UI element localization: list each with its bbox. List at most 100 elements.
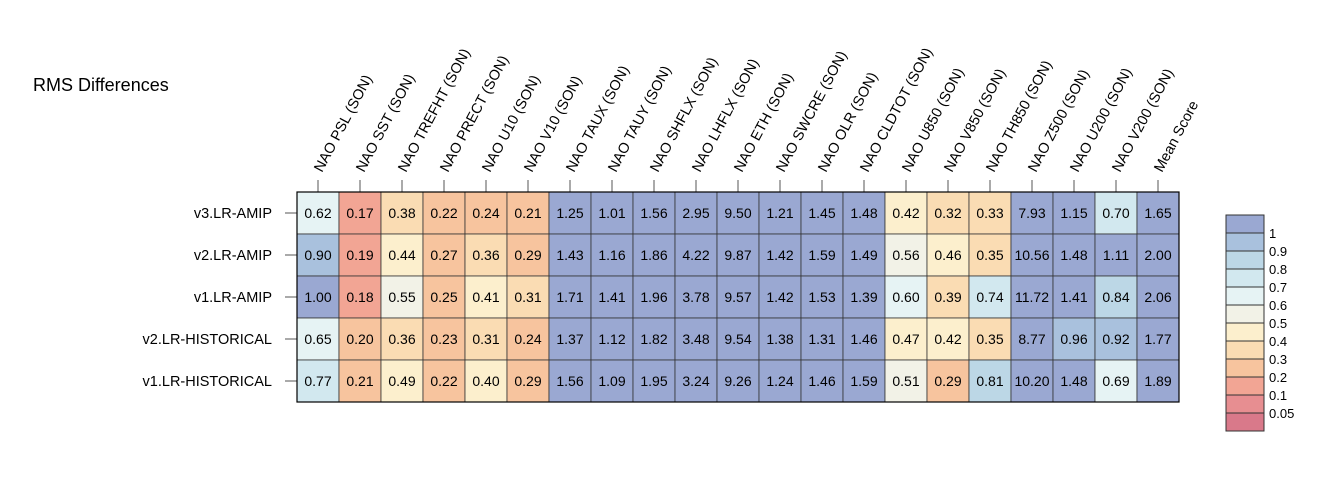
cell-value-label: 1.12 (598, 331, 625, 347)
heatmap-cell (884, 191, 928, 235)
heatmap-cell (632, 275, 676, 319)
cell-value-label: 1.43 (556, 247, 583, 263)
heatmap-cell (506, 359, 550, 403)
cell-value-label: 1.11 (1103, 247, 1129, 263)
cell-value-label: 1.48 (1060, 373, 1087, 389)
legend-label: 0.8 (1269, 262, 1287, 277)
cell-value-label: 1.15 (1060, 205, 1087, 221)
heatmap-cell (338, 233, 382, 277)
cell-value-label: 11.72 (1015, 289, 1049, 305)
heatmap-cell (548, 233, 592, 277)
cell-value-label: 3.24 (682, 373, 709, 389)
heatmap-cell (842, 233, 886, 277)
heatmap-cell (548, 317, 592, 361)
heatmap-cell (716, 359, 760, 403)
cell-value-label: 0.55 (388, 289, 415, 305)
cell-value-label: 0.24 (472, 205, 499, 221)
heatmap-cell (968, 317, 1012, 361)
cell-value-label: 1.24 (766, 373, 793, 389)
heatmap-cell (464, 317, 508, 361)
cell-value-label: 1.59 (850, 373, 877, 389)
cell-value-label: 1.39 (850, 289, 877, 305)
cell-value-label: 0.32 (934, 205, 961, 221)
cell-value-label: 0.38 (388, 205, 415, 221)
heatmap-cell (1094, 191, 1138, 235)
cell-value-label: 0.24 (514, 331, 541, 347)
heatmap-cell (716, 275, 760, 319)
cell-value-label: 0.44 (388, 247, 415, 263)
row-label: v1.LR-AMIP (194, 290, 272, 306)
heatmap-cell (926, 233, 970, 277)
cell-value-label: 0.18 (346, 289, 373, 305)
heatmap-cell (1094, 275, 1138, 319)
heatmap-cell (968, 359, 1012, 403)
cell-value-label: 0.23 (430, 331, 457, 347)
cell-value-label: 1.46 (850, 331, 877, 347)
legend-swatch (1226, 341, 1264, 359)
cell-value-label: 7.93 (1018, 205, 1045, 221)
cell-value-label: 9.26 (724, 373, 751, 389)
cell-value-label: 1.56 (640, 205, 667, 221)
cell-value-label: 0.35 (976, 247, 1003, 263)
cell-value-label: 1.38 (766, 331, 793, 347)
cell-value-label: 0.70 (1102, 205, 1129, 221)
heatmap-cell (506, 191, 550, 235)
legend-swatch (1226, 413, 1264, 431)
legend-swatch (1226, 305, 1264, 323)
cell-value-label: 0.81 (976, 373, 1003, 389)
heatmap-cell (884, 359, 928, 403)
legend-swatch (1226, 251, 1264, 269)
cell-value-label: 8.77 (1018, 331, 1045, 347)
column-label: NAO TREFHT (SON) (395, 46, 474, 175)
cell-value-label: 0.39 (934, 289, 961, 305)
heatmap-cell (884, 275, 928, 319)
heatmap-cell (464, 275, 508, 319)
cell-value-label: 0.21 (514, 205, 541, 221)
legend-label: 0.9 (1269, 244, 1287, 259)
cell-value-label: 9.50 (724, 205, 751, 221)
heatmap-cell (380, 233, 424, 277)
cell-value-label: 0.36 (388, 331, 415, 347)
heatmap-cells: 0.62 0.17 0.38 0.22 0.24 0.21 1.25 1.01 1.56 2.95… (296, 191, 1180, 403)
cell-value-label: 1.82 (640, 331, 667, 347)
cell-value-label: 2.00 (1144, 247, 1171, 263)
legend-label: 0.5 (1269, 316, 1287, 331)
cell-value-label: 0.90 (304, 247, 331, 263)
cell-value-label: 1.96 (640, 289, 667, 305)
heatmap-cell (716, 233, 760, 277)
heatmap-cell (422, 191, 466, 235)
cell-value-label: 4.22 (682, 247, 709, 263)
color-legend: 1 0.9 0.8 0.7 0.6 0.5 0.4 0.3 0.2 0.1 0.05 (1225, 214, 1294, 432)
cell-value-label: 0.96 (1060, 331, 1087, 347)
cell-value-label: 3.48 (682, 331, 709, 347)
heatmap-cell (548, 275, 592, 319)
cell-value-label: 0.40 (472, 373, 499, 389)
cell-value-label: 0.74 (976, 289, 1003, 305)
column-label: Mean Score (1151, 98, 1202, 175)
heatmap-cell (926, 317, 970, 361)
heatmap-cell (800, 191, 844, 235)
column-label: NAO CLDTOT (SON) (857, 45, 936, 174)
row-label: v3.LR-AMIP (194, 206, 272, 222)
cell-value-label: 2.95 (682, 205, 709, 221)
heatmap-cell (422, 275, 466, 319)
cell-value-label: 9.57 (724, 289, 751, 305)
legend-swatch (1226, 377, 1264, 395)
cell-value-label: 1.09 (598, 373, 625, 389)
heatmap-cell (716, 317, 760, 361)
cell-value-label: 2.06 (1144, 289, 1171, 305)
legend-label: 0.1 (1269, 388, 1287, 403)
cell-value-label: 1.45 (808, 205, 835, 221)
cell-value-label: 1.86 (640, 247, 667, 263)
cell-value-label: 3.78 (682, 289, 709, 305)
heatmap-cell (1052, 275, 1096, 319)
cell-value-label: 0.29 (514, 247, 541, 263)
heatmap-cell (464, 233, 508, 277)
cell-value-label: 0.25 (430, 289, 457, 305)
heatmap-cell (380, 191, 424, 235)
legend-label: 0.6 (1269, 298, 1287, 313)
heatmap-cell (1052, 317, 1096, 361)
heatmap-cell (968, 233, 1012, 277)
heatmap-cell (884, 317, 928, 361)
